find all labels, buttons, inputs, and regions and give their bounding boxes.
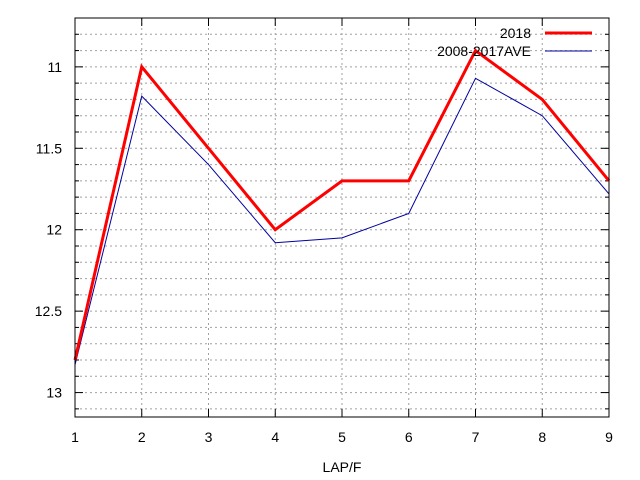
x-tick-label: 1 bbox=[71, 429, 79, 445]
y-tick-labels: 11 11.5 12 12.5 13 bbox=[35, 59, 62, 401]
series-lines bbox=[73, 48, 611, 366]
y-tick-label: 12.5 bbox=[35, 303, 62, 319]
legend-label: 2008-2017AVE bbox=[437, 43, 531, 59]
x-tick-label: 6 bbox=[405, 429, 413, 445]
x-tick-label: 8 bbox=[538, 429, 546, 445]
axis-ticks bbox=[74, 18, 610, 417]
x-tick-label: 2 bbox=[138, 429, 146, 445]
x-tick-label: 3 bbox=[205, 429, 213, 445]
legend-label: 2018 bbox=[500, 25, 531, 41]
series-line-2018 bbox=[73, 48, 611, 361]
x-tick-labels: 1 2 3 4 5 6 7 8 9 bbox=[71, 429, 613, 445]
grid bbox=[75, 18, 609, 417]
y-tick-label: 13 bbox=[46, 385, 62, 401]
x-tick-label: 4 bbox=[271, 429, 279, 445]
x-tick-label: 5 bbox=[338, 429, 346, 445]
x-axis-label: LAP/F bbox=[323, 459, 362, 475]
x-tick-label: 7 bbox=[472, 429, 480, 445]
series-line-average bbox=[74, 77, 610, 366]
y-tick-label: 12 bbox=[46, 222, 62, 238]
x-tick-label: 9 bbox=[605, 429, 613, 445]
legend: 2018 2008-2017AVE bbox=[437, 25, 592, 59]
plot-frame bbox=[74, 17, 610, 418]
y-tick-label: 11 bbox=[47, 59, 62, 75]
y-tick-label: 11.5 bbox=[36, 140, 62, 156]
